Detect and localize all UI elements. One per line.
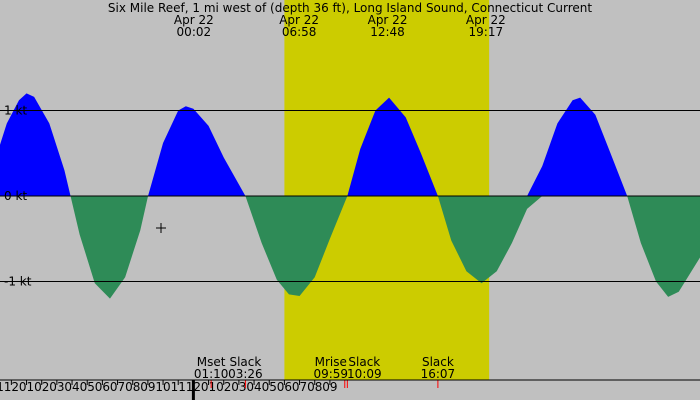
event-time-0: 01:10 [194,367,229,381]
event-time-3: 10:09 [347,367,382,381]
event-time-1: 03:26 [228,367,263,381]
top-date-label-1: Apr 22 [279,13,319,27]
top-time-label-1: 06:58 [282,25,317,39]
event-name-1: Slack [229,355,261,369]
hour-tick-label-22: 09 [322,380,337,394]
flood-current-area [0,93,700,196]
hour-tick-label-9: 08 [125,380,140,394]
hour-tick-label-14: 01 [201,380,216,394]
hour-tick-label-7: 06 [95,380,110,394]
top-date-label-0: Apr 22 [174,13,214,27]
hour-tick-label-21: 08 [307,380,322,394]
event-time-4: 16:07 [421,367,456,381]
top-time-label-3: 19:17 [469,25,504,39]
hour-tick-label-12: 11 [171,380,186,394]
hour-tick-label-11: 10 [155,380,170,394]
top-time-label-0: 00:02 [177,25,212,39]
hour-tick-label-4: 03 [49,380,64,394]
hour-tick-label-0: 11 [0,380,4,394]
hour-tick-label-8: 07 [110,380,125,394]
y-tick-label-0: 1 kt [4,104,27,118]
event-name-0: Mset [197,355,226,369]
event-name-2: Mrise [315,355,347,369]
hour-tick-label-16: 03 [231,380,246,394]
top-time-label-2: 12:48 [370,25,405,39]
hour-tick-label-6: 05 [80,380,95,394]
hour-tick-label-17: 04 [246,380,261,394]
y-tick-label-2: -1 kt [4,275,32,289]
event-name-4: Slack [422,355,454,369]
event-name-3: Slack [348,355,380,369]
top-date-label-2: Apr 22 [368,13,408,27]
hour-tick-label-20: 07 [292,380,307,394]
hour-tick-label-18: 05 [262,380,277,394]
y-tick-label-1: 0 kt [4,189,27,203]
top-date-label-3: Apr 22 [466,13,506,27]
hour-tick-label-10: 09 [140,380,155,394]
hour-tick-label-1: 12 [4,380,19,394]
hour-tick-label-19: 06 [277,380,292,394]
hour-tick-label-5: 04 [64,380,79,394]
chart-title: Six Mile Reef, 1 mi west of (depth 36 ft… [108,1,593,15]
hour-tick-label-2: 01 [19,380,34,394]
hour-tick-label-15: 02 [216,380,231,394]
event-time-2: 09:59 [313,367,348,381]
hour-tick-label-3: 02 [34,380,49,394]
